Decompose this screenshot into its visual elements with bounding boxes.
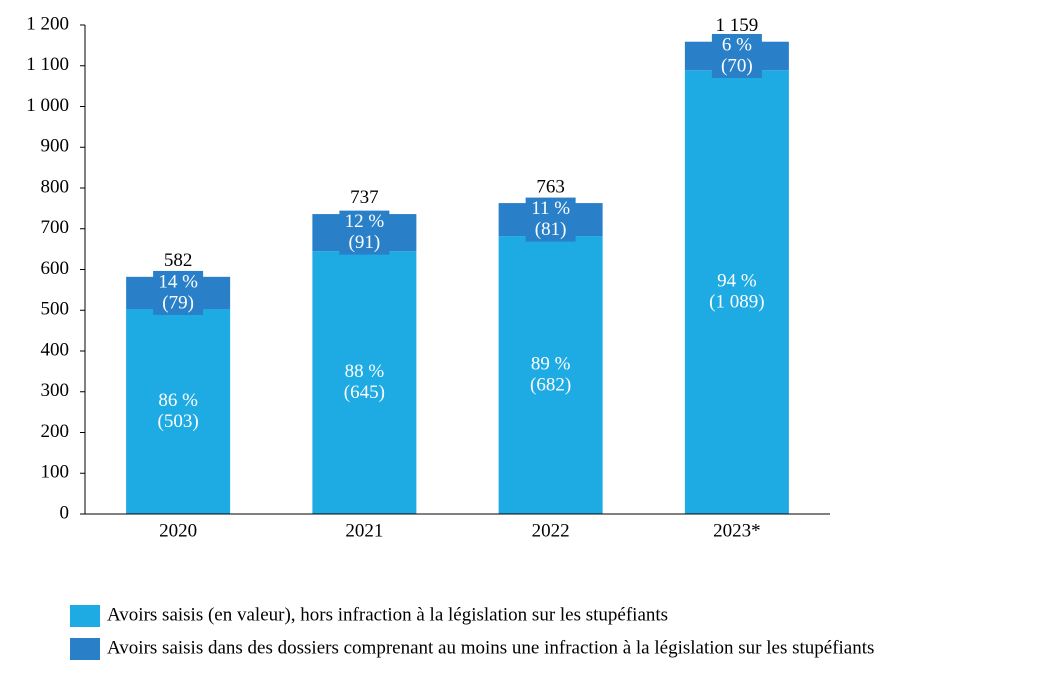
legend-label: Avoirs saisis dans des dossiers comprena… xyxy=(107,637,874,658)
label-bg xyxy=(525,197,576,242)
share-label: 12 % xyxy=(345,211,385,232)
total-label: 737 xyxy=(350,187,379,208)
label-bg xyxy=(153,270,204,315)
y-tick-label: 300 xyxy=(41,380,70,401)
legend-swatch xyxy=(70,638,100,660)
y-tick-label: 1 200 xyxy=(26,13,69,34)
y-tick-label: 900 xyxy=(41,136,70,157)
y-tick-label: 600 xyxy=(41,258,70,279)
x-tick-label: 2023* xyxy=(713,520,761,541)
total-label: 763 xyxy=(536,176,565,197)
label-bg xyxy=(711,33,762,78)
y-tick-label: 800 xyxy=(41,176,70,197)
y-tick-label: 400 xyxy=(41,339,70,360)
bar-segment xyxy=(126,309,231,514)
total-label: 1 159 xyxy=(716,15,759,36)
value-label: (70) xyxy=(721,55,753,76)
y-tick-label: 700 xyxy=(41,217,70,238)
share-label: 14 % xyxy=(158,271,198,292)
label-bg xyxy=(339,210,390,255)
share-label: 88 % xyxy=(345,361,385,382)
y-tick-label: 1 100 xyxy=(26,54,69,75)
value-label: (682) xyxy=(530,374,571,395)
y-tick-label: 200 xyxy=(41,421,70,442)
x-tick-label: 2021 xyxy=(345,520,383,541)
value-label: (81) xyxy=(535,219,567,240)
bar-segment xyxy=(498,236,603,514)
value-label: (1 089) xyxy=(709,291,764,312)
total-label: 582 xyxy=(164,250,193,271)
value-label: (645) xyxy=(344,382,385,403)
share-label: 6 % xyxy=(722,34,752,55)
value-label: (503) xyxy=(158,411,199,432)
legend-label: Avoirs saisis (en valeur), hors infracti… xyxy=(107,604,668,625)
y-tick-label: 500 xyxy=(41,299,70,320)
share-label: 11 % xyxy=(531,198,570,219)
y-tick-label: 0 xyxy=(60,502,70,523)
share-label: 86 % xyxy=(158,390,198,411)
share-label: 94 % xyxy=(717,270,757,291)
value-label: (91) xyxy=(349,232,381,253)
bar-segment xyxy=(312,251,417,514)
bar-segment xyxy=(684,70,789,515)
share-label: 89 % xyxy=(531,353,571,374)
legend-swatch xyxy=(70,605,100,627)
x-tick-label: 2022 xyxy=(532,520,570,541)
value-label: (79) xyxy=(162,292,194,313)
y-tick-label: 1 000 xyxy=(26,95,69,116)
x-tick-label: 2020 xyxy=(159,520,197,541)
y-tick-label: 100 xyxy=(41,462,70,483)
